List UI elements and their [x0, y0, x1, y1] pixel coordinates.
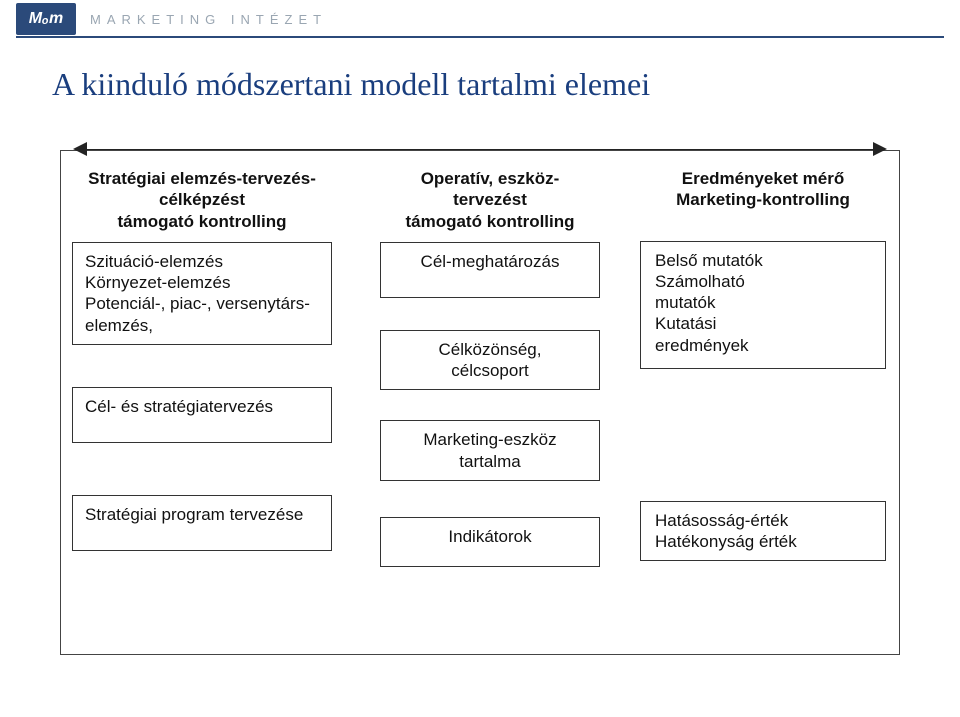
col2-header-line3: támogató kontrolling: [405, 212, 574, 231]
col3-box2-line1: Hatásosság-érték: [655, 511, 788, 530]
col2-box2-line1: Célközönség,: [438, 340, 541, 359]
col3-box1-line1: Belső mutatók: [655, 251, 763, 270]
col1-box1-line3: Potenciál-, piac-, versenytárs-: [85, 294, 310, 313]
col2-box-target: Célközönség, célcsoport: [380, 330, 600, 391]
col1-box-situation: Szituáció-elemzés Környezet-elemzés Pote…: [72, 242, 332, 345]
col2-box-tool: Marketing-eszköz tartalma: [380, 420, 600, 481]
column-strategic: Stratégiai elemzés-tervezés- célképzést …: [72, 168, 332, 563]
col1-header-line2: célképzést: [159, 190, 245, 209]
col3-box1-line5: eredmények: [655, 336, 749, 355]
col2-box3-line2: tartalma: [459, 452, 520, 471]
diagram-stage: Stratégiai elemzés-tervezés- célképzést …: [60, 140, 900, 676]
col1-box1-line4: elemzés,: [85, 316, 153, 335]
col2-box2-line2: célcsoport: [451, 361, 528, 380]
col1-header-line3: támogató kontrolling: [117, 212, 286, 231]
column-results: Eredményeket mérő Marketing-kontrolling …: [640, 168, 886, 573]
col2-box1-text: Cél-meghatározás: [421, 252, 560, 271]
col2-box3-line1: Marketing-eszköz: [423, 430, 556, 449]
col2-box-indicators: Indikátorok: [380, 517, 600, 567]
col2-box4-text: Indikátorok: [448, 527, 531, 546]
col1-header: Stratégiai elemzés-tervezés- célképzést …: [72, 168, 332, 232]
col1-box-strategy: Cél- és stratégiatervezés: [72, 387, 332, 443]
brand-text: MARKETING INTÉZET: [90, 12, 327, 27]
col3-box1-line4: Kutatási: [655, 314, 716, 333]
column-operative: Operatív, eszköz- tervezést támogató kon…: [380, 168, 600, 579]
col3-box1-line2: Számolható: [655, 272, 745, 291]
col2-header-line2: tervezést: [453, 190, 527, 209]
logo-icon: Mₒm: [16, 3, 76, 35]
col1-box3-text: Stratégiai program tervezése: [85, 505, 303, 524]
span-arrow: [70, 140, 890, 141]
col1-box1-line1: Szituáció-elemzés: [85, 252, 223, 271]
col1-box2-text: Cél- és stratégiatervezés: [85, 397, 273, 416]
col1-box1-line2: Környezet-elemzés: [85, 273, 231, 292]
col3-header-line1: Eredményeket mérő: [682, 169, 845, 188]
col3-box2-line2: Hatékonyság érték: [655, 532, 797, 551]
col3-box1-line3: mutatók: [655, 293, 715, 312]
arrow-right-icon: [873, 142, 887, 156]
page-header: Mₒm MARKETING INTÉZET: [0, 0, 960, 38]
col1-box-program: Stratégiai program tervezése: [72, 495, 332, 551]
col3-box-metrics: Belső mutatók Számolható mutatók Kutatás…: [640, 241, 886, 369]
col1-header-line1: Stratégiai elemzés-tervezés-: [88, 169, 316, 188]
col2-header-line1: Operatív, eszköz-: [421, 169, 560, 188]
header-rule: [16, 36, 944, 38]
col3-header-line2: Marketing-kontrolling: [676, 190, 850, 209]
col3-header: Eredményeket mérő Marketing-kontrolling: [640, 168, 886, 211]
col3-box-efficiency: Hatásosság-érték Hatékonyság érték: [640, 501, 886, 562]
page-title: A kiinduló módszertani modell tartalmi e…: [52, 66, 650, 103]
col2-header: Operatív, eszköz- tervezést támogató kon…: [380, 168, 600, 232]
col2-box-goal: Cél-meghatározás: [380, 242, 600, 298]
arrow-left-icon: [73, 142, 87, 156]
